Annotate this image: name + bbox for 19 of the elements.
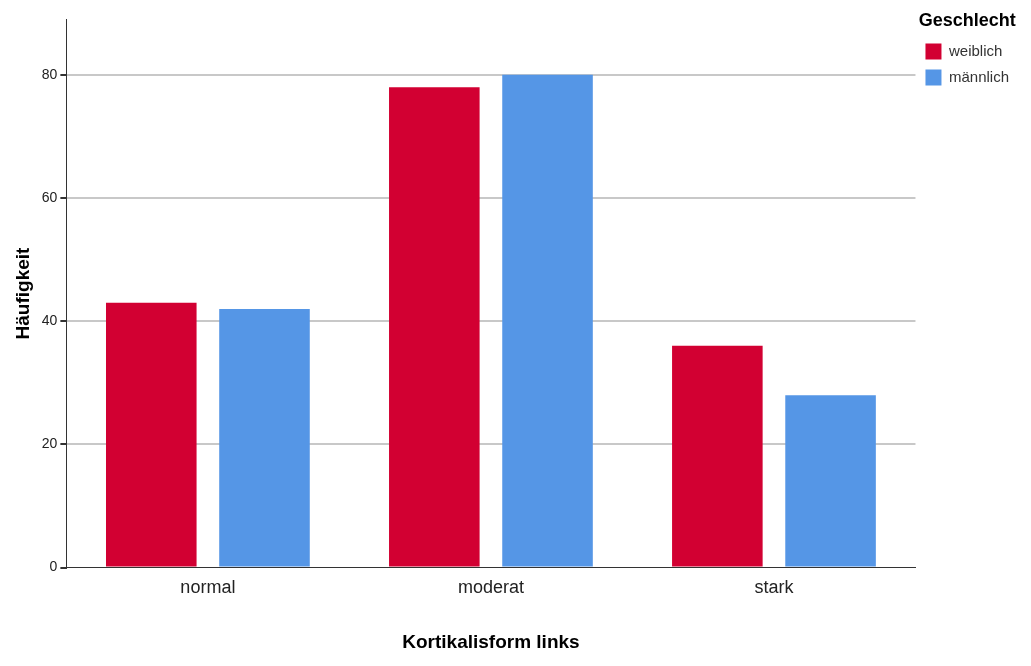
legend-label: männlich	[948, 67, 1009, 85]
x-tick-label: moderat	[457, 577, 524, 598]
legend-label: weiblich	[947, 41, 1003, 59]
x-tick-label: normal	[180, 577, 236, 598]
y-tick-label: 60	[41, 188, 58, 205]
y-tick-label: 0	[49, 558, 58, 575]
y-tick-label: 20	[41, 435, 58, 452]
legend-title: Geschlecht	[918, 9, 1016, 30]
bar	[785, 395, 876, 567]
x-axis-title: Kortikalisform links	[402, 630, 580, 652]
y-axis-title: Häufigkeit	[11, 246, 33, 340]
bar	[672, 345, 763, 567]
bar	[502, 74, 593, 567]
y-tick-label: 40	[41, 312, 58, 329]
bar	[219, 308, 310, 567]
bar	[106, 302, 197, 567]
bar	[389, 87, 480, 567]
y-tick-label: 80	[41, 65, 58, 82]
x-tick-label: stark	[754, 577, 795, 598]
